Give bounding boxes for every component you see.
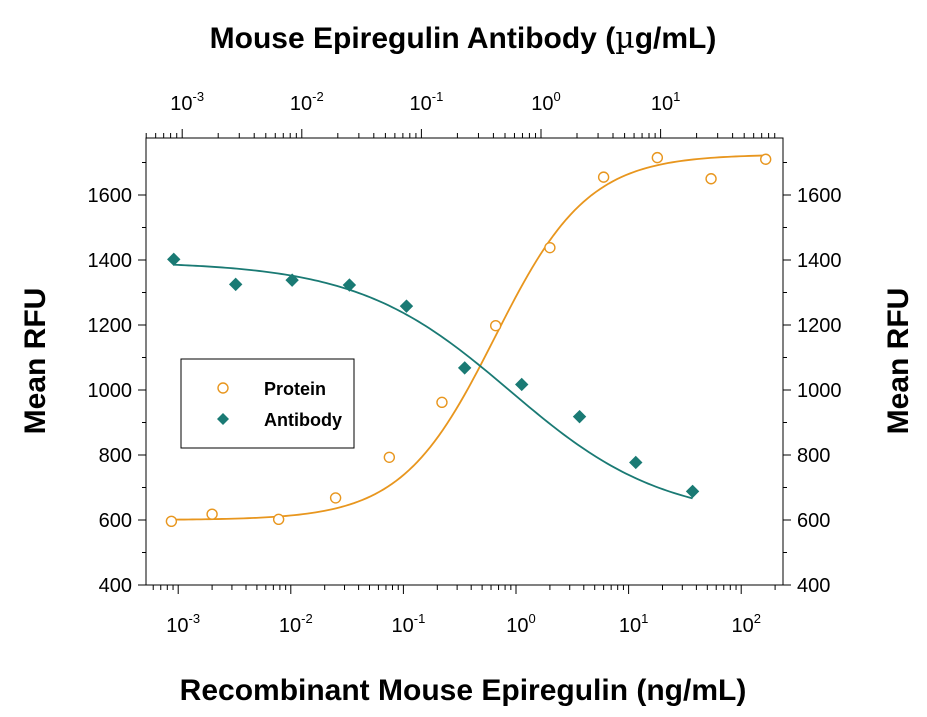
right-y-tick-label: 1200 bbox=[797, 315, 842, 337]
antibody-point bbox=[285, 273, 299, 287]
antibody-fit-curve bbox=[173, 263, 693, 500]
right-y-tick-label: 1600 bbox=[797, 185, 842, 207]
left-y-tick-label: 1000 bbox=[88, 380, 133, 402]
labels-layer: 10-3 10-2 10-1 100 101 102 10-3 10-2 10-1 100 101 4… bbox=[19, 21, 915, 707]
protein-point bbox=[383, 451, 396, 463]
antibody-point bbox=[685, 484, 700, 499]
antibody-point bbox=[572, 409, 587, 424]
top-tick-label: 10-1 bbox=[409, 89, 443, 115]
right-y-tick-label: 1400 bbox=[797, 250, 842, 272]
protein-point bbox=[272, 513, 285, 526]
antibody-point bbox=[629, 455, 643, 470]
bottom-tick-label: 100 bbox=[506, 611, 535, 637]
protein-point bbox=[329, 492, 342, 504]
legend-protein-marker bbox=[217, 382, 229, 394]
protein-point bbox=[206, 508, 218, 520]
protein-point bbox=[597, 171, 610, 183]
legend-antibody-label: Antibody bbox=[264, 410, 342, 430]
right-y-tick-label: 800 bbox=[797, 445, 830, 467]
markers-layer bbox=[165, 151, 772, 527]
protein-point bbox=[489, 319, 502, 332]
bottom-tick-label: 10-3 bbox=[166, 611, 200, 637]
antibody-point bbox=[457, 361, 472, 375]
legend-antibody-marker bbox=[217, 413, 229, 425]
protein-point bbox=[544, 241, 556, 254]
antibody-point bbox=[342, 278, 357, 292]
left-y-tick-label: 800 bbox=[99, 445, 132, 467]
protein-point bbox=[436, 396, 448, 409]
left-y-tick-label: 600 bbox=[99, 510, 132, 532]
antibody-point bbox=[399, 299, 414, 313]
left-y-tick-label: 1200 bbox=[88, 315, 133, 337]
protein-point bbox=[759, 153, 772, 165]
y-axis-title-left: Mean RFU bbox=[19, 288, 52, 435]
protein-point bbox=[651, 151, 664, 164]
axes-layer bbox=[138, 129, 791, 594]
left-y-tick-label: 1600 bbox=[88, 185, 133, 207]
left-y-tick-label: 1400 bbox=[88, 250, 133, 272]
top-tick-label: 10-2 bbox=[290, 89, 324, 115]
protein-point bbox=[165, 515, 178, 527]
antibody-point bbox=[228, 277, 243, 292]
bottom-tick-label: 101 bbox=[619, 611, 648, 637]
protein-point bbox=[705, 173, 717, 185]
top-tick-label: 101 bbox=[651, 89, 680, 115]
legend: Protein Antibody bbox=[180, 358, 355, 449]
bottom-tick-label: 102 bbox=[731, 611, 760, 637]
legend-protein-label: Protein bbox=[264, 379, 326, 399]
plot-frame bbox=[145, 137, 784, 586]
top-tick-label: 100 bbox=[531, 89, 560, 115]
top-axis-title: Mouse Epiregulin Antibody (µg/mL) bbox=[210, 21, 717, 56]
y-axis-title-right: Mean RFU bbox=[882, 288, 915, 435]
x-axis-title: Recombinant Mouse Epiregulin (ng/mL) bbox=[180, 674, 747, 707]
right-y-tick-label: 600 bbox=[797, 510, 830, 532]
right-y-tick-label: 400 bbox=[797, 575, 830, 597]
bottom-tick-label: 10-1 bbox=[391, 611, 425, 637]
left-y-tick-label: 400 bbox=[99, 575, 132, 597]
curves-layer bbox=[171, 154, 766, 521]
right-y-tick-label: 1000 bbox=[797, 380, 842, 402]
bottom-tick-label: 10-2 bbox=[279, 611, 313, 637]
protein-fit-curve bbox=[171, 154, 766, 521]
legend-box bbox=[180, 358, 355, 449]
top-tick-label: 10-3 bbox=[170, 89, 204, 115]
antibody-point bbox=[515, 377, 529, 392]
antibody-point bbox=[167, 252, 181, 267]
